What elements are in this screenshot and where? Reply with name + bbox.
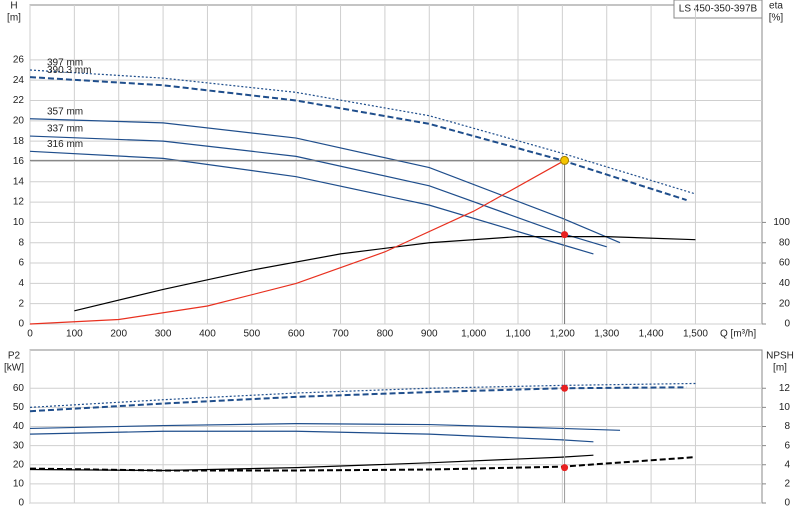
curve [29,69,696,195]
curve-label: 390.3 mm [47,65,91,76]
x-tick-label: 900 [421,329,438,340]
y2-label: eta [769,1,783,12]
y-tick-label: 40 [13,421,25,432]
x-tick-label: 1,300 [594,329,619,340]
curve [29,159,565,325]
y2-tick-label: 40 [779,278,791,289]
curve [29,454,594,472]
y2-tick-label: 80 [779,237,791,248]
y-tick-label: 20 [13,115,25,126]
duty-npsh [561,464,569,472]
y-tick-label: 14 [13,176,25,187]
x-tick-label: 1,500 [683,329,708,340]
curve-label: 316 mm [47,139,83,150]
curve-label: 397 mm [47,58,83,69]
y-tick-label: 8 [18,237,24,248]
y2-tick-label: 8 [784,421,790,432]
y-tick-label: 2 [18,298,24,309]
top-frame [29,4,763,325]
curve [29,76,687,202]
curve [29,456,696,472]
y2-tick-label: 60 [779,258,791,269]
y-tick-label: 26 [13,55,25,66]
y2-unit: [%] [769,13,784,24]
y2-tick-label: 6 [784,440,790,451]
y2-tick-label: 12 [779,383,791,394]
x-tick-label: 1,100 [505,329,530,340]
x-tick-label: 700 [332,329,349,340]
curve [29,382,696,408]
x-tick-label: 300 [155,329,172,340]
y-tick-label: 18 [13,136,25,147]
x-tick-label: 1,400 [639,329,664,340]
duty-p2 [561,384,569,392]
y2-tick-label: 0 [784,319,790,330]
y2-unit: [m] [773,363,787,374]
y2-tick-label: 10 [779,402,791,413]
y-tick-label: 30 [13,440,25,451]
curve-label: 337 mm [47,124,83,135]
x-tick-label: 200 [110,329,127,340]
x-label: Q [m³/h] [720,329,756,340]
x-tick-label: 1,200 [550,329,575,340]
x-tick-label: 100 [66,329,83,340]
x-tick-label: 0 [27,329,33,340]
y2-tick-label: 2 [784,479,790,490]
y-tick-label: 24 [13,75,25,86]
y2-tick-label: 4 [784,459,790,470]
y-label: P2 [8,351,21,362]
y-tick-label: 0 [18,498,24,509]
curve [29,430,594,443]
y-label: H [10,1,17,12]
curve [29,423,621,431]
curve [29,118,621,244]
duty-point [560,155,570,165]
y2-tick-label: 100 [773,217,790,228]
x-tick-label: 400 [199,329,216,340]
x-tick-label: 500 [243,329,260,340]
y2-tick-label: 0 [784,498,790,509]
y2-label: NPSH [766,351,794,362]
y-tick-label: 10 [13,479,25,490]
curve-label: 357 mm [47,106,83,117]
y-tick-label: 0 [18,319,24,330]
y-tick-label: 6 [18,258,24,269]
y-unit: [m] [7,13,21,24]
y-tick-label: 60 [13,383,25,394]
y-tick-label: 20 [13,459,25,470]
x-tick-label: 1,000 [461,329,486,340]
curve [29,135,607,248]
y-tick-label: 16 [13,156,25,167]
x-tick-label: 800 [377,329,394,340]
y-tick-label: 4 [18,278,24,289]
y-unit: [kW] [4,363,24,374]
chart-title: LS 450-350-397B [679,4,758,15]
curve [74,236,696,312]
y-tick-label: 50 [13,402,25,413]
title-box [673,0,763,19]
x-tick-label: 600 [288,329,305,340]
curve [29,386,687,413]
curve [29,150,594,255]
y-tick-label: 10 [13,217,25,228]
duty-eta [561,231,569,239]
y-tick-label: 12 [13,197,25,208]
y-tick-label: 22 [13,95,25,106]
y2-tick-label: 20 [779,298,791,309]
